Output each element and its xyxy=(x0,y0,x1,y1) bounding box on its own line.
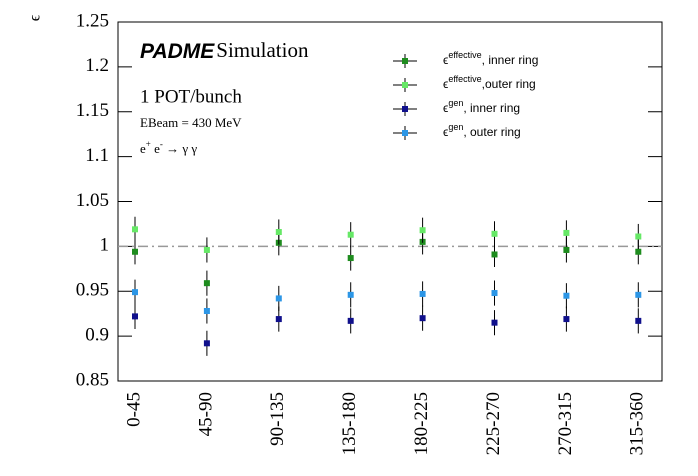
legend-marker xyxy=(402,58,408,64)
marker xyxy=(635,291,642,298)
marker xyxy=(491,230,498,237)
y-tick-label: 1.15 xyxy=(76,100,109,121)
marker xyxy=(419,315,426,322)
logo: PADME xyxy=(140,40,215,63)
marker xyxy=(347,255,354,262)
legend-superscript: gen xyxy=(448,122,463,132)
marker xyxy=(635,248,642,255)
y-tick-label: 0.85 xyxy=(76,369,109,390)
marker xyxy=(347,317,354,324)
x-tick-label: 0-45 xyxy=(123,392,144,427)
process-part: e xyxy=(151,141,160,156)
legend-symbol: ϵ xyxy=(443,53,448,67)
legend-label: ϵeffective,outer ring xyxy=(443,74,536,91)
x-tick-label: 45-90 xyxy=(195,392,216,436)
marker xyxy=(275,316,282,323)
legend-superscript: gen xyxy=(448,98,463,108)
legend-text: , inner ring xyxy=(463,101,520,115)
marker xyxy=(275,295,282,302)
y-tick-label: 0.9 xyxy=(85,324,109,345)
marker xyxy=(563,292,570,299)
x-tick-label: 180-225 xyxy=(411,392,432,455)
legend-symbol: ϵ xyxy=(443,77,448,91)
marker xyxy=(491,251,498,258)
marker xyxy=(203,246,210,253)
marker xyxy=(203,340,210,347)
y-tick-label: 1.2 xyxy=(85,55,109,76)
x-tick-label: 225-270 xyxy=(483,392,504,455)
y-tick-label: 1.1 xyxy=(85,145,109,166)
legend-superscript: effective xyxy=(448,50,481,60)
marker xyxy=(491,319,498,326)
y-axis-label: ϵ xyxy=(27,14,44,21)
x-tick-label: 315-360 xyxy=(627,392,648,455)
legend-superscript: effective xyxy=(448,74,481,84)
marker xyxy=(563,246,570,253)
marker xyxy=(347,291,354,298)
legend-text: ,outer ring xyxy=(482,77,536,91)
marker xyxy=(132,248,138,255)
beam-annotation: EBeam = 430 MeV xyxy=(140,115,242,130)
marker xyxy=(491,290,498,297)
y-tick-label: 1.25 xyxy=(76,10,109,31)
legend-label: ϵgen, inner ring xyxy=(443,98,520,115)
y-tick-label: 0.95 xyxy=(76,280,109,301)
marker xyxy=(635,233,642,240)
marker xyxy=(347,231,354,238)
marker xyxy=(635,317,642,324)
pot-annotation: 1 POT/bunch xyxy=(140,86,242,107)
process-part: - xyxy=(160,139,163,149)
y-tick-label: 1 xyxy=(100,235,110,256)
legend-symbol: ϵ xyxy=(443,101,448,115)
marker xyxy=(275,229,282,236)
process-part: e xyxy=(140,141,146,156)
marker xyxy=(419,227,426,234)
process-part: + xyxy=(146,139,151,149)
marker xyxy=(203,307,210,314)
marker xyxy=(132,226,138,233)
logo-annotation: PADMESimulation xyxy=(140,38,309,63)
process-annotation: e+ e- → γ γ xyxy=(140,139,197,156)
process-part: → γ γ xyxy=(163,141,197,156)
legend-label: ϵeffective, inner ring xyxy=(443,50,538,67)
legend-text: , outer ring xyxy=(463,125,520,139)
legend-marker xyxy=(402,130,408,136)
y-tick-label: 1.05 xyxy=(76,190,109,211)
plot-frame xyxy=(117,21,663,382)
x-tick-label: 135-180 xyxy=(339,392,360,455)
marker xyxy=(132,313,138,320)
marker xyxy=(563,316,570,323)
marker xyxy=(203,280,210,287)
legend-symbol: ϵ xyxy=(443,125,448,139)
marker xyxy=(419,290,426,297)
marker xyxy=(563,229,570,236)
x-tick-label: 90-135 xyxy=(267,392,288,446)
x-tick-label: 270-315 xyxy=(555,392,576,455)
legend-text: , inner ring xyxy=(482,53,539,67)
marker xyxy=(132,289,138,296)
legend-label: ϵgen, outer ring xyxy=(443,122,521,139)
legend-marker xyxy=(402,106,408,112)
legend-marker xyxy=(402,82,408,88)
logo-suffix: Simulation xyxy=(216,38,309,62)
